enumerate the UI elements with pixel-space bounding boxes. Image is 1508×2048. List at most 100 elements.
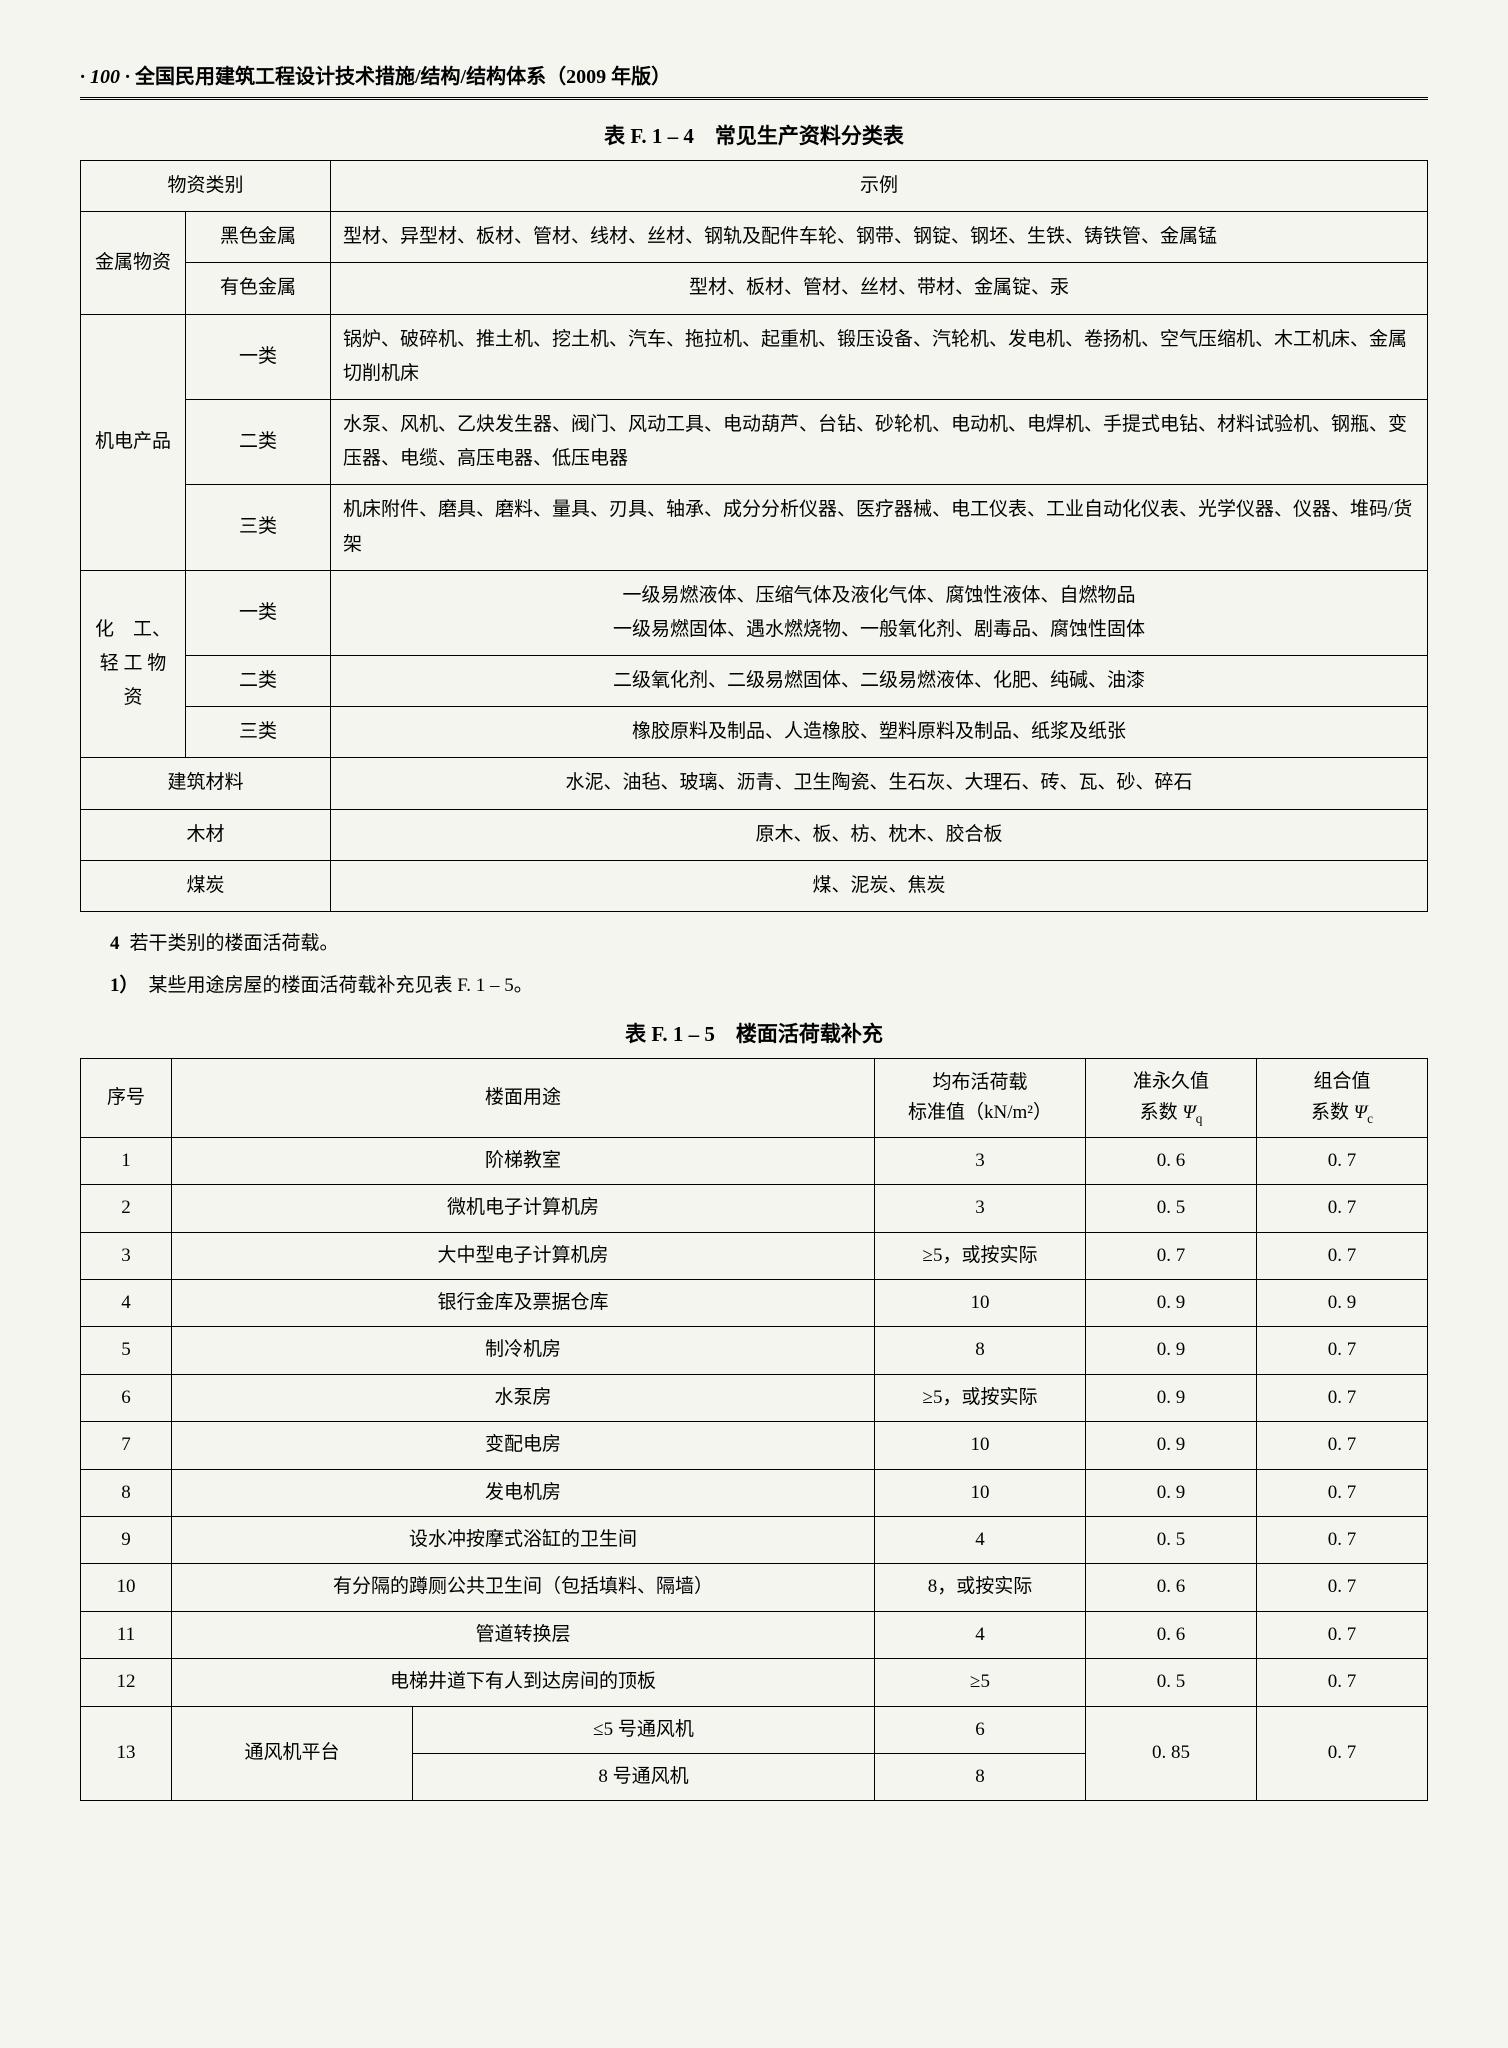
t2-cell-q: 0. 9 <box>1086 1280 1257 1327</box>
t1-header-category: 物资类别 <box>81 161 331 212</box>
t2-cell-c: 0. 7 <box>1257 1564 1428 1611</box>
t2-cell-v: 10 <box>875 1469 1086 1516</box>
t2-cell-c: 0. 7 <box>1257 1469 1428 1516</box>
t2-cell-use: 水泵房 <box>172 1374 875 1421</box>
t2-cell-c: 0. 7 <box>1257 1659 1428 1706</box>
t2-h-use: 楼面用途 <box>172 1059 875 1137</box>
t2-cell-c: 0. 7 <box>1257 1185 1428 1232</box>
body-num-4: 4 <box>110 933 120 954</box>
t2-r13-sub1: ≤5 号通风机 <box>413 1706 875 1753</box>
t1-sub-chem2: 二类 <box>186 656 331 707</box>
t2-cell-use: 变配电房 <box>172 1422 875 1469</box>
t1-ex-class3: 机床附件、磨具、磨料、量具、刃具、轴承、成分分析仪器、医疗器械、电工仪表、工业自… <box>331 485 1428 570</box>
t1-ex-chem3: 橡胶原料及制品、人造橡胶、塑料原料及制品、纸浆及纸张 <box>331 707 1428 758</box>
table2-title: 表 F. 1 – 5 楼面活荷载补充 <box>80 1018 1428 1048</box>
header-title: 全国民用建筑工程设计技术措施/结构/结构体系（2009 年版） <box>135 66 671 88</box>
t2-row: 1阶梯教室30. 60. 7 <box>81 1137 1428 1184</box>
t2-row: 10有分隔的蹲厕公共卫生间（包括填料、隔墙）8，或按实际0. 60. 7 <box>81 1564 1428 1611</box>
t1-sub-class2: 二类 <box>186 399 331 484</box>
t2-row-13a: 13 通风机平台 ≤5 号通风机 6 0. 85 0. 7 <box>81 1706 1428 1753</box>
t2-row: 3大中型电子计算机房≥5，或按实际0. 70. 7 <box>81 1232 1428 1279</box>
t1-cat-metal: 金属物资 <box>81 212 186 314</box>
t2-cell-q: 0. 6 <box>1086 1137 1257 1184</box>
t2-row: 11管道转换层40. 60. 7 <box>81 1611 1428 1658</box>
t2-cell-q: 0. 6 <box>1086 1611 1257 1658</box>
t2-cell-v: 8 <box>875 1327 1086 1374</box>
body-line-4: 4 若干类别的楼面活荷载。 <box>110 927 1428 961</box>
t2-h-seq: 序号 <box>81 1059 172 1137</box>
t1-header-example: 示例 <box>331 161 1428 212</box>
t2-cell-q: 0. 5 <box>1086 1516 1257 1563</box>
t1-sub-class3: 三类 <box>186 485 331 570</box>
t2-cell-use: 设水冲按摩式浴缸的卫生间 <box>172 1516 875 1563</box>
t2-cell-v: 3 <box>875 1137 1086 1184</box>
t2-cell-q: 0. 9 <box>1086 1469 1257 1516</box>
body-num-1: 1） <box>110 975 139 996</box>
table-f1-4: 物资类别 示例 金属物资 黑色金属 型材、异型材、板材、管材、线材、丝材、钢轨及… <box>80 160 1428 912</box>
t2-cell-n: 3 <box>81 1232 172 1279</box>
t2-r13-c: 0. 7 <box>1257 1706 1428 1801</box>
page-number: · 100 · <box>80 66 130 88</box>
t2-cell-use: 发电机房 <box>172 1469 875 1516</box>
t2-r13-v1: 6 <box>875 1706 1086 1753</box>
t2-r13-use: 通风机平台 <box>172 1706 413 1801</box>
t2-cell-n: 10 <box>81 1564 172 1611</box>
t2-cell-n: 2 <box>81 1185 172 1232</box>
t2-cell-v: 4 <box>875 1611 1086 1658</box>
t2-cell-c: 0. 7 <box>1257 1374 1428 1421</box>
t2-cell-use: 银行金库及票据仓库 <box>172 1280 875 1327</box>
t2-cell-v: ≥5，或按实际 <box>875 1232 1086 1279</box>
table1-title: 表 F. 1 – 4 常见生产资料分类表 <box>80 120 1428 150</box>
t2-cell-n: 6 <box>81 1374 172 1421</box>
body-text-4: 若干类别的楼面活荷载。 <box>130 933 339 954</box>
t1-ex-nonferrous: 型材、板材、管材、丝材、带材、金属锭、汞 <box>331 263 1428 314</box>
t2-cell-v: ≥5，或按实际 <box>875 1374 1086 1421</box>
t1-sub-class1: 一类 <box>186 314 331 399</box>
body-text-1: 某些用途房屋的楼面活荷载补充见表 F. 1 – 5。 <box>149 975 533 996</box>
t2-row: 5制冷机房80. 90. 7 <box>81 1327 1428 1374</box>
t2-cell-n: 1 <box>81 1137 172 1184</box>
t2-cell-q: 0. 5 <box>1086 1659 1257 1706</box>
t2-r13-q: 0. 85 <box>1086 1706 1257 1801</box>
t1-cat-coal: 煤炭 <box>81 860 331 911</box>
t2-cell-c: 0. 7 <box>1257 1611 1428 1658</box>
t1-sub-nonferrous: 有色金属 <box>186 263 331 314</box>
t2-cell-use: 微机电子计算机房 <box>172 1185 875 1232</box>
t2-row: 8发电机房100. 90. 7 <box>81 1469 1428 1516</box>
t2-cell-v: 4 <box>875 1516 1086 1563</box>
t2-row: 12电梯井道下有人到达房间的顶板≥50. 50. 7 <box>81 1659 1428 1706</box>
t1-ex-wood: 原木、板、枋、枕木、胶合板 <box>331 809 1428 860</box>
t2-cell-use: 阶梯教室 <box>172 1137 875 1184</box>
t2-cell-q: 0. 9 <box>1086 1327 1257 1374</box>
t2-cell-c: 0. 7 <box>1257 1137 1428 1184</box>
t2-cell-q: 0. 9 <box>1086 1374 1257 1421</box>
t1-ex-chem1: 一级易燃液体、压缩气体及液化气体、腐蚀性液体、自燃物品 一级易燃固体、遇水燃烧物… <box>331 570 1428 655</box>
t1-ex-class1: 锅炉、破碎机、推土机、挖土机、汽车、拖拉机、起重机、锻压设备、汽轮机、发电机、卷… <box>331 314 1428 399</box>
t1-ex-building: 水泥、油毡、玻璃、沥青、卫生陶瓷、生石灰、大理石、砖、瓦、砂、碎石 <box>331 758 1428 809</box>
t2-r13-sub2: 8 号通风机 <box>413 1753 875 1800</box>
t2-cell-c: 0. 7 <box>1257 1516 1428 1563</box>
t2-cell-n: 5 <box>81 1327 172 1374</box>
t2-row: 9设水冲按摩式浴缸的卫生间40. 50. 7 <box>81 1516 1428 1563</box>
t2-cell-v: 3 <box>875 1185 1086 1232</box>
t2-cell-v: 10 <box>875 1280 1086 1327</box>
t2-row: 2微机电子计算机房30. 50. 7 <box>81 1185 1428 1232</box>
t2-r13-n: 13 <box>81 1706 172 1801</box>
t2-cell-c: 0. 7 <box>1257 1232 1428 1279</box>
t2-cell-n: 12 <box>81 1659 172 1706</box>
t2-cell-use: 管道转换层 <box>172 1611 875 1658</box>
t1-cat-electromechanical: 机电产品 <box>81 314 186 570</box>
t1-ex-class2: 水泵、风机、乙炔发生器、阀门、风动工具、电动葫芦、台钻、砂轮机、电动机、电焊机、… <box>331 399 1428 484</box>
table-f1-5: 序号 楼面用途 均布活荷载 标准值（kN/m²） 准永久值 系数 Ψq 组合值 … <box>80 1058 1428 1801</box>
t2-h-load: 均布活荷载 标准值（kN/m²） <box>875 1059 1086 1137</box>
t1-ex-chem2: 二级氧化剂、二级易燃固体、二级易燃液体、化肥、纯碱、油漆 <box>331 656 1428 707</box>
t1-cat-chemical: 化 工、轻 工 物资 <box>81 570 186 758</box>
t1-cat-building: 建筑材料 <box>81 758 331 809</box>
t1-ex-chem1b: 一级易燃固体、遇水燃烧物、一般氧化剂、剧毒品、腐蚀性固体 <box>613 619 1145 640</box>
t1-ex-chem1a: 一级易燃液体、压缩气体及液化气体、腐蚀性液体、自燃物品 <box>622 585 1135 606</box>
t2-cell-n: 8 <box>81 1469 172 1516</box>
t2-h-combo: 组合值 系数 Ψc <box>1257 1059 1428 1137</box>
t2-cell-v: ≥5 <box>875 1659 1086 1706</box>
t2-cell-use: 有分隔的蹲厕公共卫生间（包括填料、隔墙） <box>172 1564 875 1611</box>
t2-cell-n: 4 <box>81 1280 172 1327</box>
